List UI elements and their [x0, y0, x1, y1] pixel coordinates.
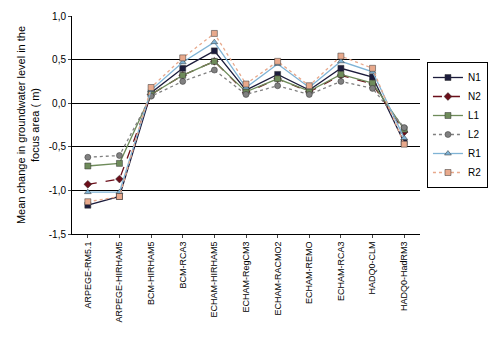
- svg-text:ECHAM-RACMO2: ECHAM-RACMO2: [273, 242, 283, 316]
- svg-text:BCM-HIRHAM5: BCM-HIRHAM5: [146, 242, 156, 306]
- svg-text:1,0: 1,0: [52, 11, 66, 22]
- svg-text:ARPEGE-HIRHAM5: ARPEGE-HIRHAM5: [114, 242, 124, 323]
- svg-text:L2: L2: [468, 129, 480, 140]
- svg-text:ECHAM-REMO: ECHAM-REMO: [304, 242, 314, 305]
- svg-text:ECHAM-RCA3: ECHAM-RCA3: [336, 242, 346, 302]
- svg-text:ECHAM-RegCM3: ECHAM-RegCM3: [241, 242, 251, 313]
- svg-text:L1: L1: [468, 110, 480, 121]
- svg-text:N1: N1: [468, 72, 481, 83]
- svg-text:-1,0: -1,0: [49, 185, 67, 196]
- svg-text:-0,5: -0,5: [49, 141, 67, 152]
- svg-text:Mean change in groundwater lev: Mean change in groundwater level in thef…: [15, 26, 41, 224]
- svg-text:-1,5: -1,5: [49, 229, 67, 240]
- svg-text:0,0: 0,0: [52, 98, 66, 109]
- svg-text:R2: R2: [468, 167, 481, 178]
- svg-text:N2: N2: [468, 91, 481, 102]
- svg-text:ARPEGE-RM5.1: ARPEGE-RM5.1: [83, 242, 93, 309]
- svg-text:0,5: 0,5: [52, 54, 66, 65]
- svg-text:ECHAM-HIRHAM5: ECHAM-HIRHAM5: [209, 242, 219, 318]
- svg-text:HADQ0-HadRM3: HADQ0-HadRM3: [399, 242, 409, 312]
- svg-text:BCM-RCA3: BCM-RCA3: [178, 242, 188, 289]
- svg-text:HADQ0-CLM: HADQ0-CLM: [367, 242, 377, 295]
- svg-text:R1: R1: [468, 148, 481, 159]
